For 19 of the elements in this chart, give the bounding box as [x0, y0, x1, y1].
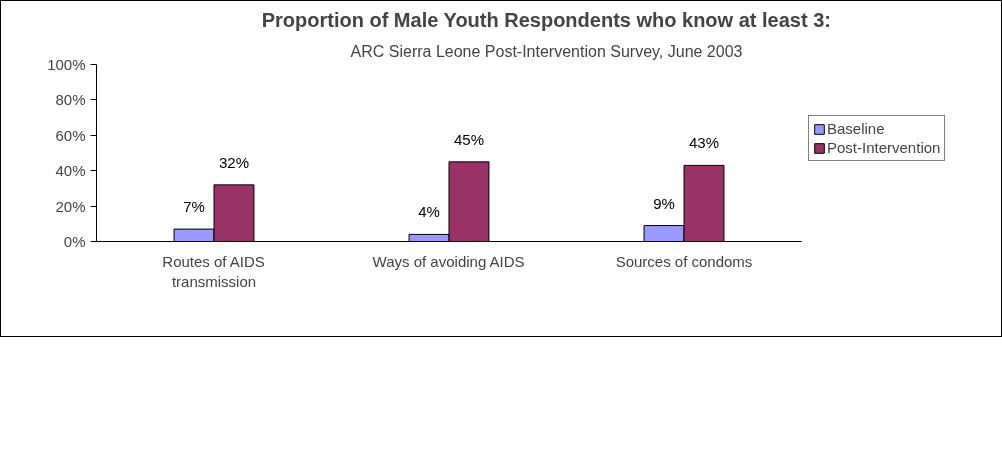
- x-tick-label: Ways of avoiding AIDS: [372, 252, 525, 270]
- legend-label: Post-Intervention: [827, 139, 941, 156]
- y-tick-label: 100%: [47, 56, 86, 73]
- chart-subtitle: ARC Sierra Leone Post-Intervention Survey, June 2003: [350, 42, 743, 60]
- data-label: 7%: [183, 198, 205, 216]
- data-label: 45%: [453, 130, 484, 148]
- x-tick-label: Sources of condoms: [615, 252, 753, 270]
- y-tick-label: 20%: [55, 197, 86, 215]
- x-tick-label: Routes of AIDS transmission: [162, 252, 265, 290]
- y-tick-label: 40%: [55, 162, 86, 180]
- legend-label: Baseline: [827, 120, 885, 137]
- y-tick-label: 80%: [55, 91, 86, 109]
- y-tick-label: 60%: [55, 126, 86, 144]
- data-label: 9%: [653, 194, 675, 212]
- data-label: 43%: [688, 134, 719, 152]
- data-label: 4%: [418, 203, 440, 221]
- y-tick-label: 0%: [63, 233, 86, 250]
- data-label: 32%: [218, 153, 249, 171]
- chart-title: Proportion of Male Youth Respondents who know at least 3:: [261, 8, 831, 31]
